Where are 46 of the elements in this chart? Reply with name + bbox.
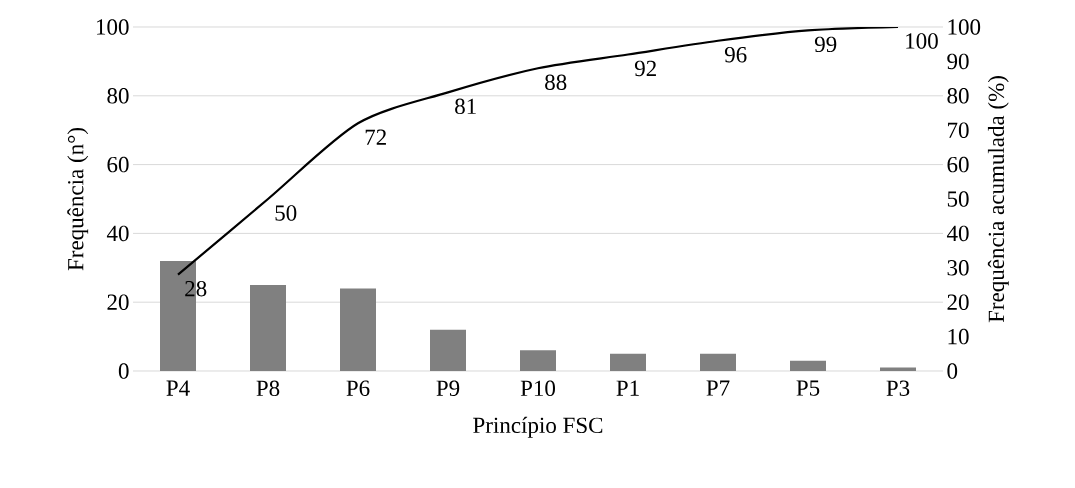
y2-tick-label: 40 (946, 225, 969, 242)
y-tick-label: 20 (107, 294, 129, 310)
x-tick-label: P7 (706, 380, 730, 396)
y2-axis-title: Frequência acumulada (%) (987, 76, 1009, 323)
y2-tick-label: 20 (947, 294, 969, 310)
bar (250, 285, 286, 371)
data-label: 88 (545, 74, 567, 90)
y2-tick-label: 70 (948, 122, 969, 138)
data-label: 96 (724, 46, 747, 63)
x-tick-label: P3 (886, 380, 910, 396)
y2-tick-label: 80 (947, 88, 969, 104)
x-tick-label: P8 (256, 380, 280, 397)
bar (430, 329, 466, 371)
x-tick-label: P10 (520, 380, 556, 397)
y2-tick-label: 30 (947, 260, 969, 276)
x-tick-label: P4 (166, 380, 190, 396)
data-label: 50 (275, 205, 297, 221)
data-label: 72 (365, 129, 386, 145)
data-label: 99 (814, 36, 837, 53)
y2-tick-label: 60 (947, 156, 969, 173)
y2-tick-label: 0 (947, 363, 958, 379)
x-tick-label: P5 (796, 380, 820, 396)
data-label: 92 (634, 60, 656, 77)
bar (340, 288, 376, 371)
bar (520, 350, 556, 371)
x-axis-title: Princípio FSC (473, 416, 603, 438)
y-tick-label: 80 (107, 88, 129, 104)
bar (610, 353, 646, 371)
y-tick-label: 40 (106, 225, 129, 242)
bar (700, 353, 736, 371)
line-series (176, 26, 900, 276)
y2-tick-label: 90 (947, 53, 969, 70)
data-label: 28 (185, 280, 207, 297)
y2-tick-label: 100 (948, 19, 981, 35)
y-tick-label: 100 (97, 19, 129, 35)
x-tick-label: P6 (346, 380, 370, 396)
y2-tick-label: 10 (948, 328, 969, 345)
data-label: 81 (455, 98, 476, 115)
bar (790, 360, 826, 371)
y2-tick-label: 50 (947, 191, 969, 207)
x-tick-label: P1 (616, 380, 639, 396)
y-tick-label: 0 (118, 363, 129, 379)
x-tick-label: P9 (436, 380, 460, 396)
y-tick-label: 60 (107, 156, 129, 173)
data-label: 100 (906, 33, 938, 49)
y-axis-title: Frequência (n°) (67, 128, 89, 271)
